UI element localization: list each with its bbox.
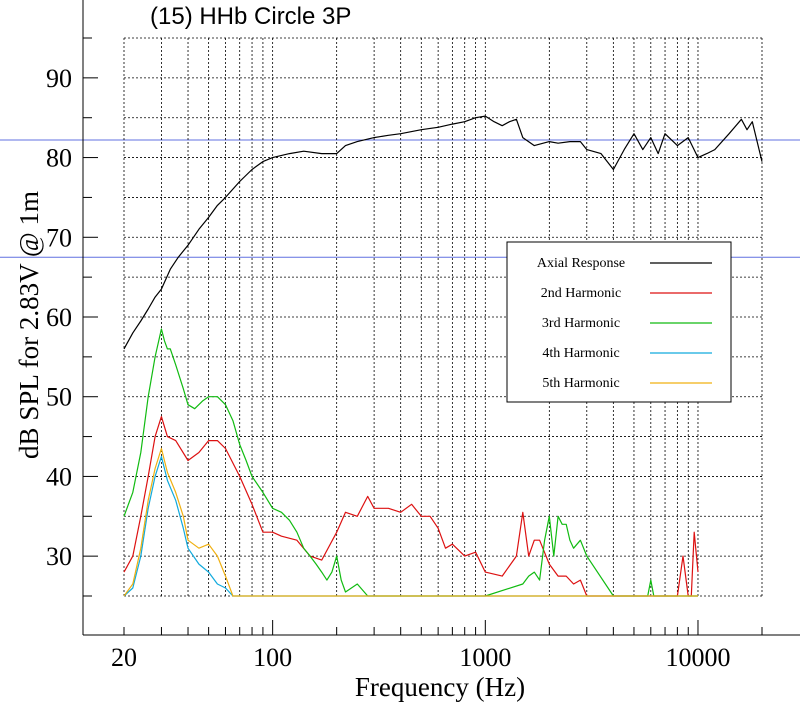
grid xyxy=(123,37,763,597)
legend: Axial Response 2nd Harmonic 3rd Harmonic 4t… xyxy=(506,241,732,403)
y-tick-label: 90 xyxy=(46,64,72,93)
series-line-axial xyxy=(123,115,763,350)
ticks: 30 40 50 60 70 80 90 20 100 1000 10000 xyxy=(46,37,763,672)
x-axis-label: Frequency (Hz) xyxy=(355,672,525,702)
x-tick-label: 10000 xyxy=(665,643,730,672)
y-tick-label: 70 xyxy=(46,223,72,252)
x-tick-label: 1000 xyxy=(459,643,511,672)
series-line-h4 xyxy=(123,455,698,597)
series-line-h2 xyxy=(123,416,699,597)
series-line-h3 xyxy=(123,328,698,597)
legend-label-h2: 2nd Harmonic xyxy=(541,286,621,301)
legend-label-h4: 4th Harmonic xyxy=(542,346,619,361)
legend-label-axial: Axial Response xyxy=(537,256,625,271)
x-tick-label: 100 xyxy=(253,643,292,672)
x-tick-label: 20 xyxy=(111,643,137,672)
y-tick-label: 60 xyxy=(46,303,72,332)
series-line-h5 xyxy=(123,447,698,597)
chart-title: (15) HHb Circle 3P xyxy=(150,3,351,30)
y-tick-label: 80 xyxy=(46,144,72,173)
legend-label-h5: 5th Harmonic xyxy=(542,376,619,391)
y-tick-label: 30 xyxy=(46,542,72,571)
y-tick-label: 50 xyxy=(46,383,72,412)
y-tick-label: 40 xyxy=(46,462,72,491)
legend-label-h3: 3rd Harmonic xyxy=(542,316,620,331)
series-group xyxy=(123,115,763,597)
y-axis-label: dB SPL for 2.83V @ 1m xyxy=(14,191,44,459)
legend-box xyxy=(506,241,732,403)
